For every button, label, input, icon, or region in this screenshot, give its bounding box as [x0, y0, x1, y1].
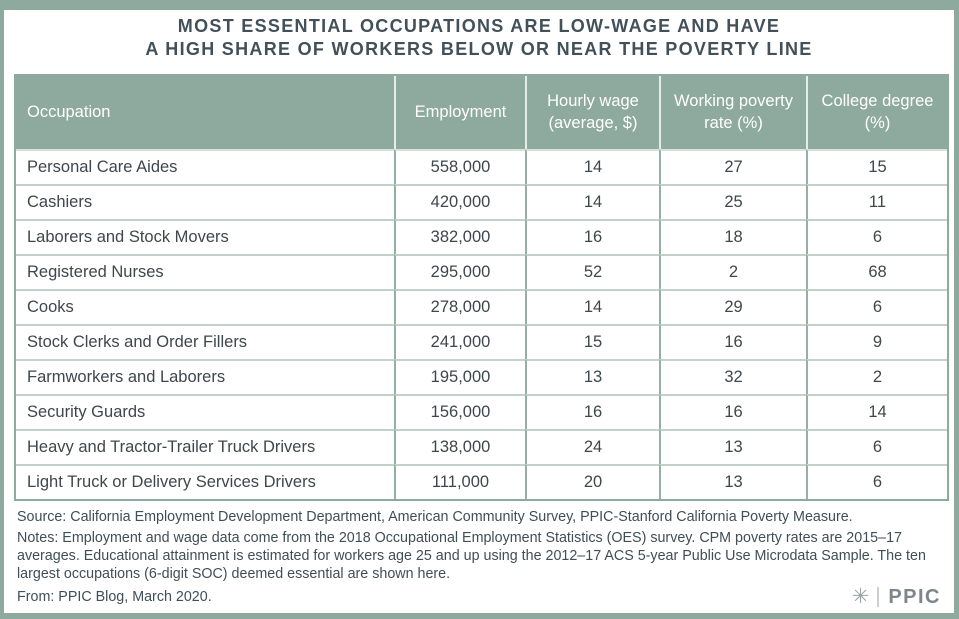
- value-cell: 295,000: [394, 254, 525, 289]
- table-row: Cashiers 420,000 14 25 11: [16, 184, 947, 219]
- occupation-cell: Laborers and Stock Movers: [16, 219, 394, 254]
- value-cell: 29: [659, 289, 806, 324]
- figure-footer: Source: California Employment Developmen…: [17, 508, 943, 607]
- value-cell: 14: [525, 289, 659, 324]
- value-cell: 16: [525, 219, 659, 254]
- value-cell: 6: [806, 289, 947, 324]
- table-row: Cooks 278,000 14 29 6: [16, 289, 947, 324]
- column-header: Hourly wage (average, $): [525, 76, 659, 149]
- occupation-cell: Cooks: [16, 289, 394, 324]
- value-cell: 420,000: [394, 184, 525, 219]
- value-cell: 68: [806, 254, 947, 289]
- value-cell: 6: [806, 464, 947, 499]
- table-row: Laborers and Stock Movers 382,000 16 18 6: [16, 219, 947, 254]
- value-cell: 13: [659, 429, 806, 464]
- table-row: Security Guards 156,000 16 16 14: [16, 394, 947, 429]
- source-note: Source: California Employment Developmen…: [17, 509, 853, 525]
- value-cell: 6: [806, 219, 947, 254]
- value-cell: 25: [659, 184, 806, 219]
- figure-title-line1: MOST ESSENTIAL OCCUPATIONS ARE LOW-WAGE …: [177, 16, 781, 36]
- value-cell: 52: [525, 254, 659, 289]
- figure-title-line2: A HIGH SHARE OF WORKERS BELOW OR NEAR TH…: [145, 39, 813, 59]
- occupation-cell: Light Truck or Delivery Services Drivers: [16, 464, 394, 499]
- table-row: Light Truck or Delivery Services Drivers…: [16, 464, 947, 499]
- occupation-cell: Cashiers: [16, 184, 394, 219]
- occupation-cell: Registered Nurses: [16, 254, 394, 289]
- value-cell: 241,000: [394, 324, 525, 359]
- value-cell: 14: [525, 184, 659, 219]
- table-row: Registered Nurses 295,000 52 2 68: [16, 254, 947, 289]
- occupation-cell: Security Guards: [16, 394, 394, 429]
- value-cell: 18: [659, 219, 806, 254]
- data-table: Occupation Employment Hourly wage (average…: [14, 74, 949, 501]
- value-cell: 16: [659, 394, 806, 429]
- value-cell: 111,000: [394, 464, 525, 499]
- table-row: Stock Clerks and Order Fillers 241,000 15 1…: [16, 324, 947, 359]
- value-cell: 24: [525, 429, 659, 464]
- table-body: Personal Care Aides 558,000 14 27 15 Cashiers…: [16, 149, 947, 499]
- value-cell: 13: [659, 464, 806, 499]
- starburst-icon: ✳: [851, 585, 870, 608]
- value-cell: 2: [659, 254, 806, 289]
- ppic-logo: ✳ PPIC: [852, 586, 941, 607]
- value-cell: 6: [806, 429, 947, 464]
- ppic-logo-text: PPIC: [877, 586, 941, 607]
- table-row: Personal Care Aides 558,000 14 27 15: [16, 149, 947, 184]
- value-cell: 27: [659, 149, 806, 184]
- value-cell: 15: [525, 324, 659, 359]
- value-cell: 16: [525, 394, 659, 429]
- table-row: Farmworkers and Laborers 195,000 13 32 2: [16, 359, 947, 394]
- occupation-cell: Farmworkers and Laborers: [16, 359, 394, 394]
- value-cell: 9: [806, 324, 947, 359]
- value-cell: 20: [525, 464, 659, 499]
- header-row: Occupation Employment Hourly wage (average…: [16, 76, 947, 149]
- column-header: Occupation: [16, 76, 394, 149]
- value-cell: 16: [659, 324, 806, 359]
- value-cell: 558,000: [394, 149, 525, 184]
- column-header: Employment: [394, 76, 525, 149]
- notes-text: Notes: Employment and wage data come fro…: [17, 530, 926, 582]
- value-cell: 2: [806, 359, 947, 394]
- column-header: Working poverty rate (%): [659, 76, 806, 149]
- bottom-row: From: PPIC Blog, March 2020. ✳ PPIC: [17, 586, 943, 607]
- figure-title: MOST ESSENTIAL OCCUPATIONS ARE LOW-WAGE …: [4, 10, 954, 61]
- value-cell: 195,000: [394, 359, 525, 394]
- value-cell: 156,000: [394, 394, 525, 429]
- from-note: From: PPIC Blog, March 2020.: [17, 588, 212, 605]
- value-cell: 15: [806, 149, 947, 184]
- value-cell: 14: [806, 394, 947, 429]
- occupation-cell: Heavy and Tractor-Trailer Truck Drivers: [16, 429, 394, 464]
- occupation-cell: Stock Clerks and Order Fillers: [16, 324, 394, 359]
- value-cell: 382,000: [394, 219, 525, 254]
- value-cell: 138,000: [394, 429, 525, 464]
- value-cell: 278,000: [394, 289, 525, 324]
- occupation-cell: Personal Care Aides: [16, 149, 394, 184]
- column-header: College degree (%): [806, 76, 947, 149]
- value-cell: 11: [806, 184, 947, 219]
- value-cell: 32: [659, 359, 806, 394]
- value-cell: 13: [525, 359, 659, 394]
- value-cell: 14: [525, 149, 659, 184]
- table-row: Heavy and Tractor-Trailer Truck Drivers 1…: [16, 429, 947, 464]
